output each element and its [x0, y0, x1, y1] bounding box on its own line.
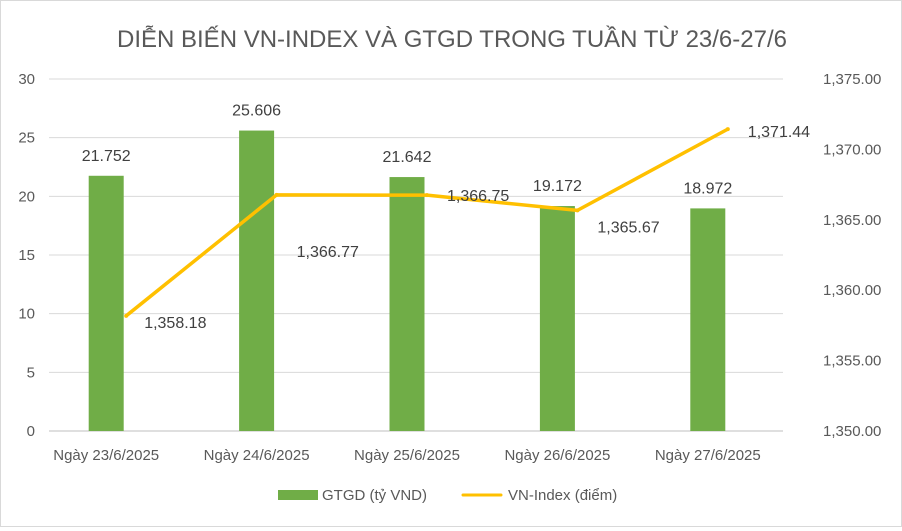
legend-label-vnindex: VN-Index (điểm) — [508, 487, 617, 504]
bar-data-label: 25.606 — [232, 103, 281, 120]
y-left-tick-label: 20 — [18, 188, 35, 205]
bar-data-label: 21.642 — [383, 149, 432, 166]
x-tick-label: Ngày 27/6/2025 — [655, 447, 761, 464]
y-right-tick-label: 1,355.00 — [823, 353, 881, 370]
vnindex-point — [575, 208, 580, 213]
y-right-tick-label: 1,375.00 — [823, 71, 881, 88]
y-left-tick-label: 25 — [18, 130, 35, 147]
line-data-label: 1,366.77 — [297, 244, 359, 261]
vnindex-point — [124, 313, 129, 318]
vnindex-point — [274, 192, 279, 197]
chart-title: DIỄN BIẾN VN-INDEX VÀ GTGD TRONG TUẦN TỪ… — [117, 24, 787, 53]
x-tick-label: Ngày 26/6/2025 — [504, 447, 610, 464]
line-data-label: 1,371.44 — [748, 124, 810, 141]
bar-data-label: 21.752 — [82, 148, 131, 165]
legend: GTGD (tỷ VND) VN-Index (điểm) — [278, 487, 617, 504]
line-data-label: 1,365.67 — [597, 219, 659, 236]
line-data-label: 1,366.75 — [447, 188, 509, 205]
y-left-tick-label: 15 — [18, 247, 35, 264]
y-right-tick-label: 1,365.00 — [823, 212, 881, 229]
y-left-tick-label: 0 — [27, 423, 35, 440]
x-tick-label: Ngày 25/6/2025 — [354, 447, 460, 464]
y-left-tick-label: 5 — [27, 364, 35, 381]
bar-gtgd — [539, 206, 575, 431]
line-data-label: 1,358.18 — [144, 315, 206, 332]
legend-swatch-gtgd — [278, 490, 318, 500]
bar-gtgd — [239, 130, 275, 431]
vnindex-point — [725, 127, 730, 132]
vnindex-point — [425, 193, 429, 198]
bar-gtgd — [88, 175, 124, 431]
bar-data-label: 19.172 — [533, 178, 582, 195]
y-right-tick-label: 1,350.00 — [823, 423, 881, 440]
x-tick-label: Ngày 23/6/2025 — [53, 447, 159, 464]
y-right-tick-label: 1,360.00 — [823, 282, 881, 299]
y-right-tick-label: 1,370.00 — [823, 141, 881, 158]
bar-data-label: 18.972 — [683, 180, 732, 197]
legend-label-gtgd: GTGD (tỷ VND) — [322, 487, 427, 504]
x-tick-label: Ngày 24/6/2025 — [204, 447, 310, 464]
bar-gtgd — [389, 177, 425, 431]
bar-gtgd — [690, 208, 726, 431]
y-left-tick-label: 10 — [18, 306, 35, 323]
y-left-tick-label: 30 — [18, 71, 35, 88]
